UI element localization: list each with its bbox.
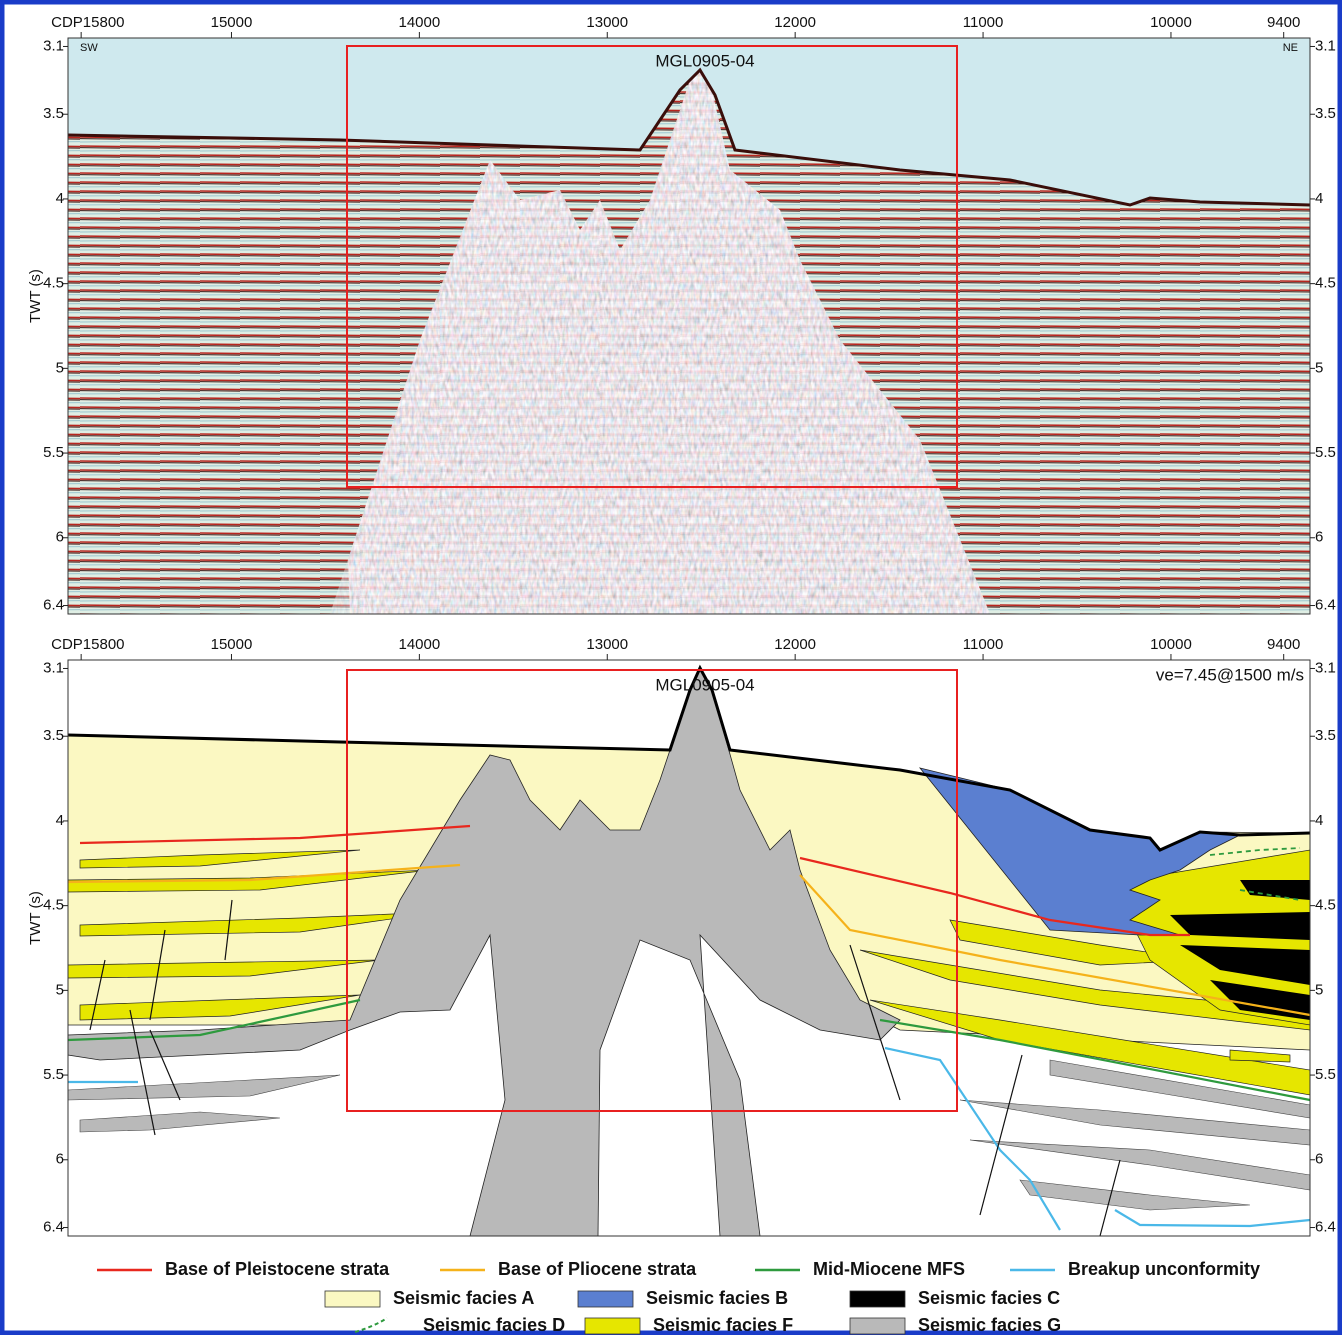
y-tick-label: 5.5 [1315, 444, 1336, 461]
legend-label: Seismic facies B [646, 1288, 788, 1308]
x-tick-label: 12000 [774, 14, 816, 31]
y-tick-label: 3.5 [1315, 105, 1336, 122]
corner-label: SW [80, 42, 98, 54]
y-tick-label: 3.1 [43, 37, 64, 54]
x-tick-label: 14000 [399, 14, 441, 31]
y-tick-label: 4 [56, 190, 64, 207]
legend-label: Base of Pleistocene strata [165, 1259, 390, 1279]
page: SW NE MGL0905-04 [0, 0, 1342, 1335]
y-tick-label: 3.5 [1315, 727, 1336, 744]
legend-label: Seismic facies G [918, 1315, 1061, 1335]
y-tick-label: 6 [56, 1151, 64, 1168]
x-tick-label: 9400 [1267, 14, 1300, 31]
y-tick-label: 4.5 [1315, 897, 1336, 914]
legend-swatch [585, 1318, 640, 1334]
legend-label: Mid-Miocene MFS [813, 1259, 965, 1279]
y-tick-label: 5 [1315, 981, 1323, 998]
y-tick-label: 4.5 [43, 897, 64, 914]
legend-swatch [325, 1291, 380, 1307]
y-axis-title: TWT (s) [27, 269, 44, 323]
y-tick-label: 6.4 [1315, 596, 1336, 613]
y-tick-label: 3.5 [43, 727, 64, 744]
line-label: MGL0905-04 [655, 675, 754, 694]
y-tick-label: 4 [1315, 190, 1323, 207]
y-tick-label: 4 [1315, 812, 1323, 829]
y-tick-label: 3.5 [43, 105, 64, 122]
corner-label: NE [1283, 42, 1298, 54]
y-tick-label: 3.1 [1315, 37, 1336, 54]
y-tick-label: 5 [1315, 359, 1323, 376]
y-tick-label: 5.5 [43, 1066, 64, 1083]
legend-swatch [850, 1291, 905, 1307]
x-tick-label: CDP15800 [51, 636, 124, 653]
x-tick-label: 11000 [963, 14, 1004, 31]
legend-label: Seismic facies F [653, 1315, 793, 1335]
y-tick-label: 5.5 [1315, 1066, 1336, 1083]
x-tick-label: 13000 [586, 636, 628, 653]
interpretation [68, 660, 1310, 1236]
legend-label: Seismic facies A [393, 1288, 534, 1308]
legend-dashed [355, 1318, 387, 1332]
y-tick-label: 3.1 [1315, 659, 1336, 676]
y-tick-label: 4 [56, 812, 64, 829]
y-tick-label: 4.5 [1315, 275, 1336, 292]
line-label: MGL0905-04 [655, 51, 754, 70]
x-tick-label: 13000 [586, 14, 628, 31]
y-tick-label: 6.4 [43, 596, 64, 613]
x-tick-label: 10000 [1150, 14, 1192, 31]
y-tick-label: 5 [56, 359, 64, 376]
y-axis-title: TWT (s) [27, 891, 44, 945]
legend-swatch [578, 1291, 633, 1307]
y-tick-label: 6 [56, 529, 64, 546]
y-tick-label: 6.4 [43, 1218, 64, 1235]
x-tick-label: 15000 [211, 636, 253, 653]
x-tick-label: 10000 [1150, 636, 1192, 653]
y-tick-label: 4.5 [43, 275, 64, 292]
x-tick-label: 9400 [1267, 636, 1300, 653]
legend-label: Breakup unconformity [1068, 1259, 1260, 1279]
y-tick-label: 6.4 [1315, 1218, 1336, 1235]
x-tick-label: 12000 [774, 636, 816, 653]
annotation: ve=7.45@1500 m/s [1156, 665, 1304, 684]
y-tick-label: 6 [1315, 1151, 1323, 1168]
y-tick-label: 5 [56, 981, 64, 998]
seismic-image [68, 38, 1310, 620]
legend-swatch [850, 1318, 905, 1334]
x-tick-label: 14000 [399, 636, 441, 653]
y-tick-label: 3.1 [43, 659, 64, 676]
x-tick-label: CDP15800 [51, 14, 124, 31]
y-tick-label: 5.5 [43, 444, 64, 461]
legend-label: Seismic facies D [423, 1315, 565, 1335]
y-tick-label: 6 [1315, 529, 1323, 546]
figure: SW NE MGL0905-04 [0, 0, 1342, 1335]
x-tick-label: 11000 [963, 636, 1004, 653]
x-tick-label: 15000 [211, 14, 253, 31]
legend-label: Seismic facies C [918, 1288, 1060, 1308]
legend-label: Base of Pliocene strata [498, 1259, 697, 1279]
